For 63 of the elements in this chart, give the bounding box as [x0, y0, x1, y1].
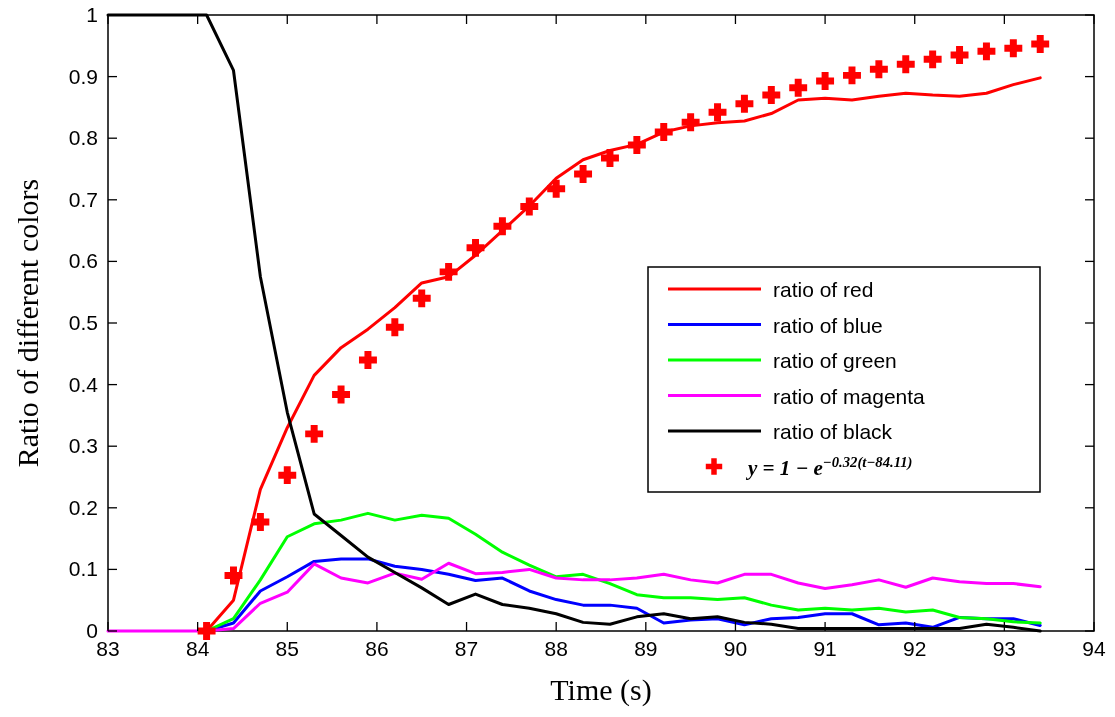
legend-label: ratio of magenta	[773, 384, 926, 408]
x-tick-label: 91	[813, 637, 837, 660]
point	[385, 318, 404, 337]
x-tick-label: 83	[96, 637, 120, 660]
point	[305, 424, 324, 443]
y-tick-label: 0.8	[68, 126, 98, 150]
point	[789, 78, 808, 97]
y-tick-label: 0.9	[68, 64, 98, 88]
point	[762, 86, 781, 105]
legend-label: y = 1 − e$^{−0.32(t−84.11)}$	[745, 453, 913, 480]
point	[869, 60, 888, 79]
y-tick-label: 0.6	[68, 249, 98, 273]
point	[977, 42, 996, 61]
point	[896, 55, 915, 74]
point	[466, 238, 485, 257]
x-axis-title: Time (s)	[550, 673, 652, 707]
x-tick-label: 87	[454, 637, 479, 660]
point	[950, 46, 969, 65]
point	[251, 513, 270, 531]
y-tick-label: 0.4	[68, 372, 99, 396]
point	[681, 113, 700, 132]
y-tick-label: 0.3	[68, 434, 98, 458]
legend-label: ratio of red	[773, 278, 874, 301]
x-tick-label: 89	[634, 637, 658, 660]
legend-label: ratio of black	[773, 420, 893, 443]
point	[574, 164, 593, 183]
y-tick-label: 0	[86, 619, 98, 642]
y-tick-label: 0.7	[68, 187, 98, 211]
x-tick-label: 92	[903, 637, 927, 660]
point	[439, 262, 458, 281]
point	[278, 466, 297, 485]
point	[412, 289, 431, 308]
x-tick-label: 90	[723, 637, 748, 660]
x-tick-label: 88	[544, 637, 568, 660]
point	[332, 385, 351, 404]
point	[224, 566, 243, 585]
y-tick-label: 0.1	[68, 557, 98, 581]
point	[601, 148, 619, 167]
legend-label: ratio of blue	[773, 313, 883, 337]
x-tick-label: 84	[185, 637, 210, 660]
x-tick-label: 94	[1082, 637, 1106, 660]
point	[493, 217, 512, 236]
point	[358, 350, 377, 369]
y-tick-label: 0.2	[68, 495, 98, 519]
point	[816, 71, 835, 90]
point	[547, 179, 566, 198]
point	[197, 622, 216, 640]
point	[735, 94, 754, 113]
y-tick-label: 0.5	[68, 311, 98, 334]
point	[654, 123, 673, 142]
point	[627, 136, 646, 154]
x-tick-label: 85	[275, 637, 299, 660]
x-tick-label: 86	[365, 637, 389, 660]
y-tick-label: 1	[86, 3, 98, 26]
point	[923, 50, 942, 69]
legend-label: ratio of green	[773, 349, 897, 372]
point	[520, 197, 539, 216]
point	[708, 103, 727, 122]
point	[1004, 39, 1023, 58]
y-axis-title: Ratio of different colors	[11, 178, 44, 468]
x-tick-label: 93	[992, 637, 1017, 660]
point	[843, 66, 861, 85]
point	[1031, 34, 1050, 53]
